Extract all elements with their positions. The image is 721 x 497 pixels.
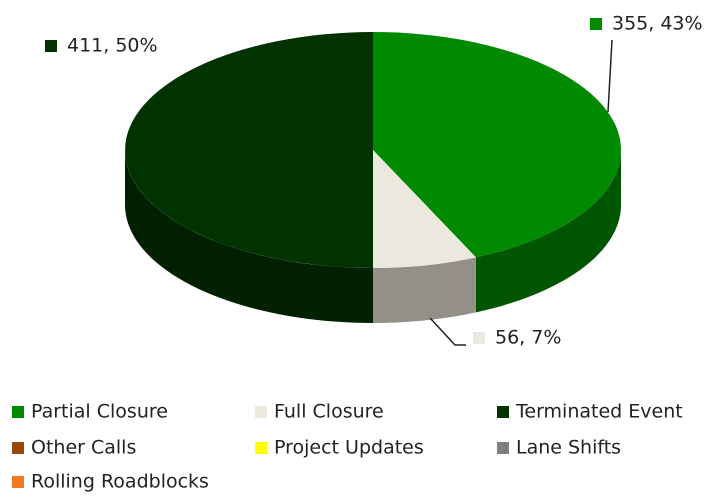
legend-label: Partial Closure (31, 401, 168, 423)
label-key (45, 40, 57, 52)
data-label: 411, 50% (67, 35, 158, 57)
legend-key (497, 442, 509, 454)
slice (373, 32, 622, 258)
legend-label: Rolling Roadblocks (31, 471, 209, 493)
slice-side (373, 257, 476, 323)
legend-key (497, 406, 509, 418)
legend-key (12, 476, 24, 488)
legend-label: Project Updates (274, 437, 424, 459)
label-key (473, 332, 485, 344)
legend-label: Terminated Event (515, 401, 683, 423)
slice-side (475, 150, 621, 313)
legend-key (12, 406, 24, 418)
leader-line (429, 317, 466, 346)
leader-line (607, 39, 613, 113)
data-label: 355, 43% (612, 13, 703, 35)
legend-label: Full Closure (274, 401, 384, 423)
label-key (590, 18, 602, 30)
legend-key (12, 442, 24, 454)
legend-key (255, 442, 267, 454)
slice (125, 32, 373, 268)
legend-label: Other Calls (31, 437, 136, 459)
legend-key (255, 406, 267, 418)
legend-label: Lane Shifts (516, 437, 621, 459)
slice-side (125, 150, 373, 323)
data-label: 56, 7% (495, 327, 561, 349)
slice (373, 150, 476, 268)
